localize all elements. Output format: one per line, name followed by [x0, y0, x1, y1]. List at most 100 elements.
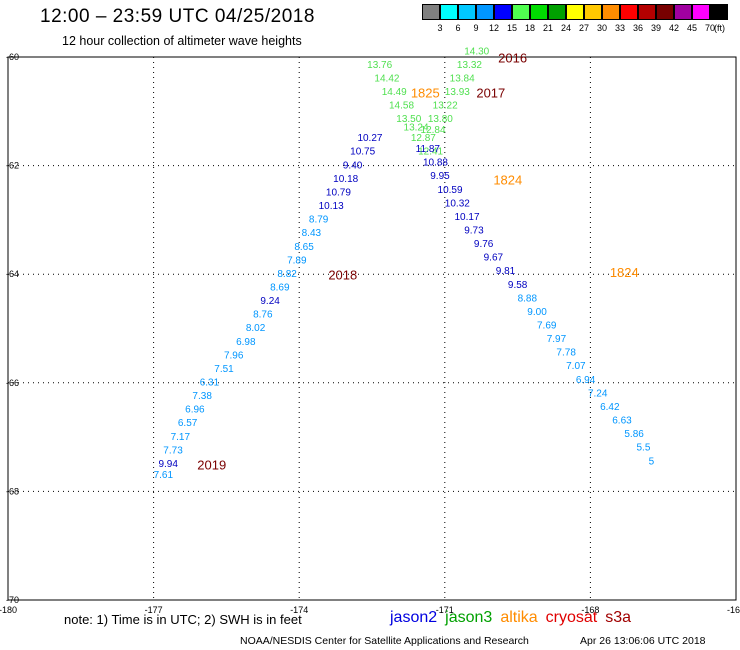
wave-height-label: 8.69 [270, 282, 290, 293]
scale-swatch [656, 4, 674, 20]
wave-height-label: 5.5 [637, 443, 651, 454]
scale-swatch [548, 4, 566, 20]
scale-label: 9 [473, 23, 479, 33]
footer-credit: NOAA/NESDIS Center for Satellite Applica… [240, 635, 529, 647]
wave-height-label: 7.69 [537, 321, 557, 332]
mission-s3a: s3a [605, 609, 632, 626]
wave-height-label: 5.86 [624, 429, 644, 440]
time-label: 2016 [498, 50, 527, 65]
wave-height-label: 12.84 [421, 125, 446, 136]
x-tick-label: -165 [727, 605, 740, 615]
wave-height-label: 6.94 [576, 375, 596, 386]
wave-height-label: 6.31 [200, 378, 220, 389]
y-tick-label: -62 [6, 161, 19, 171]
scale-swatch [530, 4, 548, 20]
scale-label: 70 [704, 23, 715, 33]
wave-height-label: 14.30 [464, 46, 489, 57]
wave-height-label: 6.96 [185, 405, 205, 416]
wave-height-label: 7.73 [163, 445, 183, 456]
scale-swatch [620, 4, 638, 20]
time-label: 2017 [476, 86, 505, 101]
wave-height-label: 10.13 [319, 201, 344, 212]
x-tick-label: -180 [0, 605, 17, 615]
scale-swatch [512, 4, 530, 20]
time-label: 2019 [197, 458, 226, 473]
wave-height-label: 10.32 [445, 198, 470, 209]
x-tick-label: -174 [290, 605, 308, 615]
scale-swatch [692, 4, 710, 20]
wave-height-label: 7.61 [154, 470, 174, 481]
mission-jason3: jason3 [445, 609, 493, 626]
mission-cryosat: cryosat [545, 609, 598, 626]
mission-jason2: jason2 [390, 609, 438, 626]
footer-timestamp: Apr 26 13:06:06 UTC 2018 [580, 635, 706, 647]
wave-height-label: 10.88 [423, 158, 448, 169]
wave-height-label: 8.88 [518, 293, 538, 304]
footer-note: note: 1) Time is in UTC; 2) SWH is in fe… [64, 612, 302, 627]
x-tick-label: -171 [436, 605, 454, 615]
wave-height-label: 7.24 [588, 388, 608, 399]
wave-height-label: 13.80 [428, 114, 453, 125]
time-label: 2018 [328, 268, 357, 283]
plot-frame [7, 56, 737, 601]
wave-height-label: 8.43 [302, 228, 322, 239]
wave-height-label: 6.63 [612, 416, 632, 427]
wave-height-label: 13.93 [445, 87, 470, 98]
wave-height-label: 8.02 [246, 323, 266, 334]
wave-height-label: 7.51 [214, 364, 234, 375]
scale-label: 21 [542, 23, 553, 33]
page-title: 12:00 – 23:59 UTC 04/25/2018 [40, 6, 315, 27]
y-tick-label: -64 [6, 269, 19, 279]
wave-height-label: 10.27 [357, 133, 382, 144]
scale-label: 33 [614, 23, 625, 33]
wave-height-label: 7.89 [287, 255, 307, 266]
wave-height-label: 13.32 [457, 60, 482, 71]
wave-height-label: 5 [649, 456, 655, 467]
scale-swatch [458, 4, 476, 20]
wave-height-label: 13.84 [450, 73, 475, 84]
scale-label: 27 [578, 23, 589, 33]
wave-height-label: 7.17 [171, 432, 191, 443]
wave-height-label: 9.67 [484, 253, 504, 264]
wave-height-label: 9.40 [343, 160, 363, 171]
mission-legend: jason2 jason3 altika cryosat s3a [390, 609, 639, 627]
wave-height-label: 14.58 [389, 101, 414, 112]
wave-height-label: 9.00 [527, 307, 547, 318]
y-tick-label: -66 [6, 378, 19, 388]
wave-height-label: 8.79 [309, 215, 329, 226]
page-subtitle: 12 hour collection of altimeter wave hei… [62, 34, 302, 48]
scale-swatch [476, 4, 494, 20]
wave-height-label: 6.42 [600, 402, 620, 413]
wave-height-label: 10.17 [455, 212, 480, 223]
wave-height-label: 7.97 [547, 334, 567, 345]
scale-label: 36 [632, 23, 643, 33]
scale-swatch [584, 4, 602, 20]
wave-height-label: 6.98 [236, 337, 256, 348]
wave-height-label: 13.50 [396, 114, 421, 125]
y-tick-label: -70 [6, 595, 19, 605]
y-tick-label: -60 [6, 52, 19, 62]
wave-height-label: 10.59 [438, 185, 463, 196]
wave-height-label: 8.76 [253, 310, 273, 321]
scale-label: 30 [596, 23, 607, 33]
wave-height-label: 7.78 [556, 348, 576, 359]
scale-swatch [710, 4, 728, 20]
wave-height-label: 13.76 [367, 60, 392, 71]
scale-label: 12 [488, 23, 499, 33]
scale-unit: (ft) [714, 23, 725, 33]
wave-height-label: 7.07 [566, 361, 586, 372]
wave-height-label: 8.65 [294, 242, 314, 253]
wave-height-label: 10.18 [333, 174, 358, 185]
wave-height-label: 12.87 [411, 133, 436, 144]
mission-altika: altika [500, 609, 538, 626]
wave-height-label: 7.96 [224, 350, 244, 361]
scale-swatch [494, 4, 512, 20]
scale-label: 18 [524, 23, 535, 33]
x-tick-label: -177 [145, 605, 163, 615]
scale-swatch [440, 4, 458, 20]
scale-label: 24 [560, 23, 571, 33]
wave-height-label: 14.49 [382, 87, 407, 98]
x-tick-label: -168 [581, 605, 599, 615]
scale-label: 45 [686, 23, 697, 33]
